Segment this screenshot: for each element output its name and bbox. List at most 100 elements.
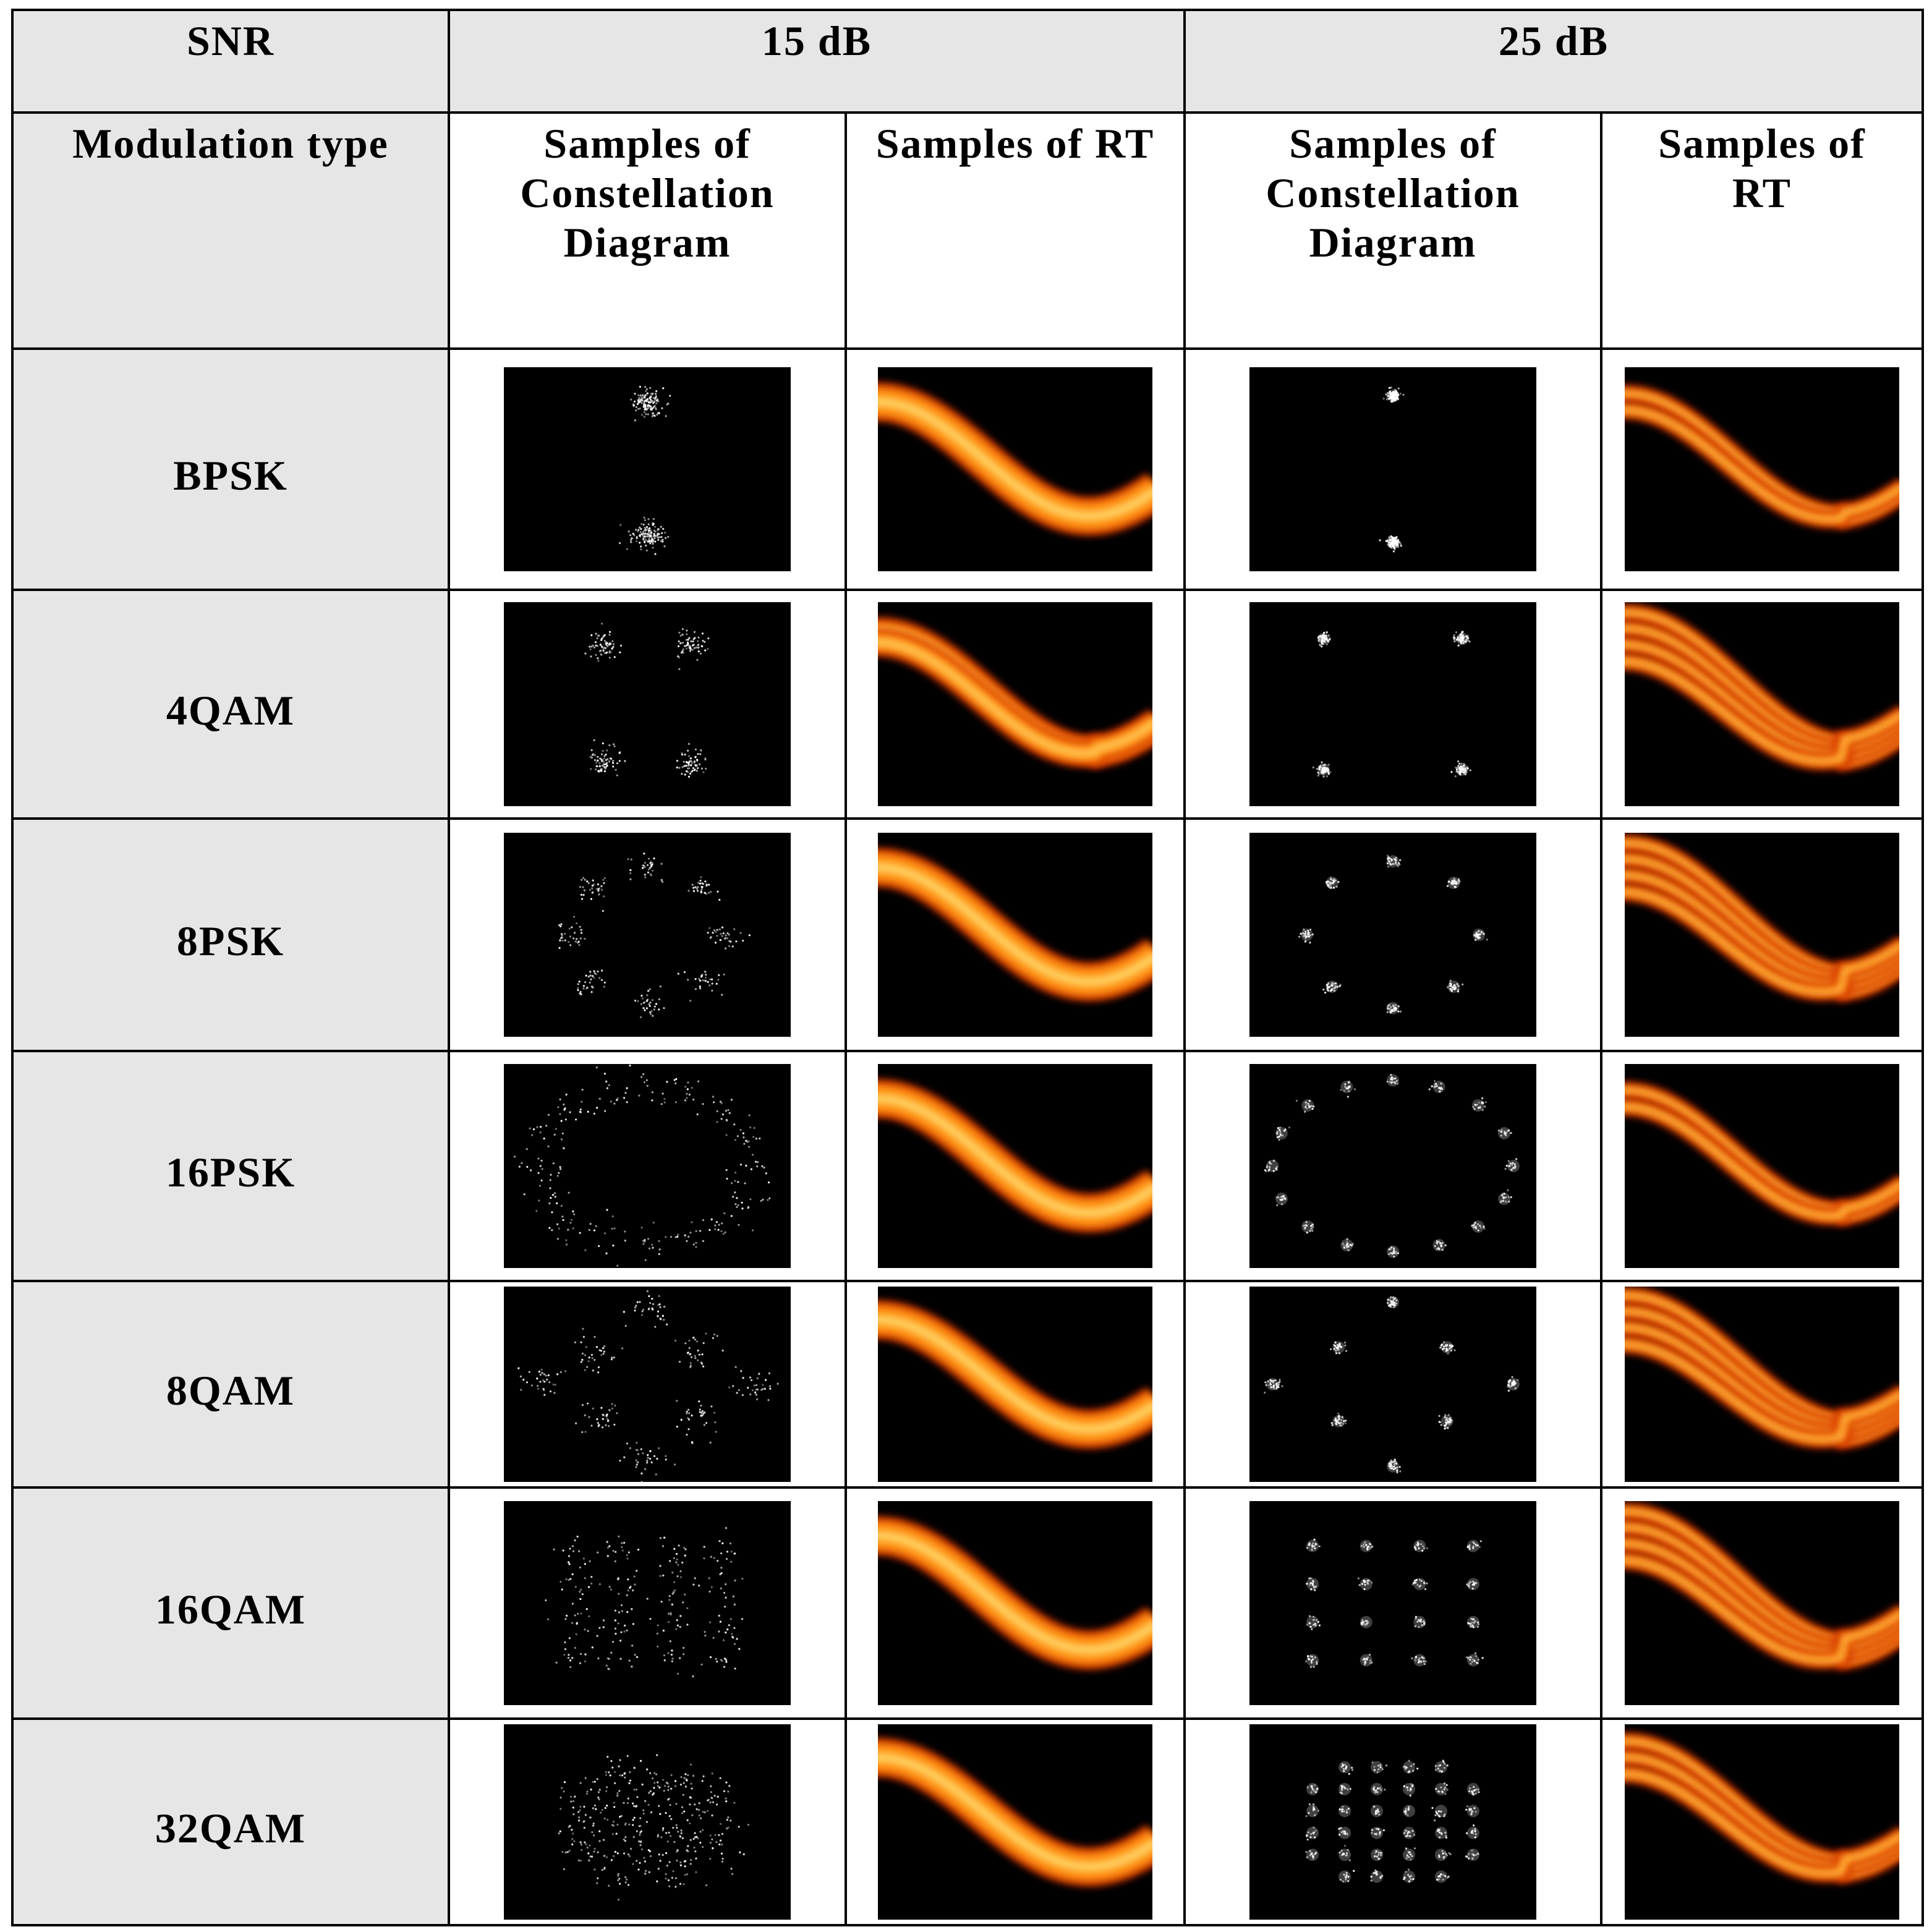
sample-point	[709, 1842, 712, 1844]
sample-point	[1307, 935, 1309, 937]
sample-point	[745, 1164, 747, 1167]
sample-point	[651, 1091, 653, 1094]
sample-point	[603, 1817, 606, 1820]
sample-point	[1381, 1875, 1384, 1877]
sample-point	[732, 1196, 734, 1198]
sample-point	[692, 1837, 695, 1841]
sample-point	[594, 1868, 596, 1871]
sample-point	[1455, 882, 1458, 885]
sample-point	[697, 752, 699, 755]
sample-point	[595, 653, 597, 656]
sample-point	[1413, 1546, 1416, 1549]
image-cell	[450, 1052, 845, 1280]
sample-point	[1440, 1083, 1442, 1085]
sample-point	[1313, 1808, 1316, 1811]
sample-point	[1313, 1105, 1315, 1108]
sample-point	[694, 1355, 696, 1357]
sample-point	[560, 1797, 562, 1799]
sample-point	[712, 1636, 715, 1639]
sample-point	[665, 1877, 667, 1880]
sample-point	[648, 1003, 650, 1005]
sample-point	[572, 916, 576, 918]
image-cell	[1602, 1720, 1921, 1924]
sample-point	[1343, 1770, 1345, 1772]
sample-point	[608, 1409, 611, 1411]
sample-point	[605, 1771, 607, 1773]
sample-point	[613, 745, 616, 747]
sample-point	[629, 1064, 631, 1067]
sample-point	[1389, 1081, 1391, 1083]
sample-point	[1453, 634, 1455, 637]
sample-point	[1421, 1656, 1423, 1659]
sample-point	[657, 1785, 659, 1787]
sample-point	[583, 889, 586, 892]
image-cell	[847, 1052, 1183, 1280]
sample-point	[654, 553, 657, 555]
sample-point	[1278, 1138, 1280, 1141]
sample-point	[647, 857, 650, 860]
rt-core	[878, 1752, 1152, 1873]
sample-point	[702, 883, 704, 885]
sample-point	[698, 1814, 700, 1816]
sample-point	[628, 1551, 631, 1554]
sample-point	[603, 981, 606, 984]
sample-point	[1280, 1196, 1283, 1198]
sample-point	[738, 1223, 740, 1226]
sample-point	[642, 1240, 645, 1242]
sample-point	[590, 898, 593, 900]
sample-point	[1319, 644, 1321, 646]
sample-point	[594, 1358, 596, 1361]
sample-point	[597, 1791, 600, 1794]
sample-point	[1310, 1588, 1313, 1591]
sample-point	[642, 536, 645, 538]
sample-point	[696, 759, 699, 762]
sample-point	[600, 653, 603, 656]
sample-point	[595, 1225, 597, 1227]
sample-point	[686, 1410, 688, 1413]
sample-point	[648, 1247, 651, 1250]
sample-point	[644, 403, 647, 406]
sample-point	[649, 867, 651, 869]
sample-point	[1272, 1170, 1275, 1172]
sample-point	[579, 1591, 581, 1593]
sample-point	[700, 876, 702, 879]
sample-point	[1304, 1106, 1307, 1109]
sample-point	[553, 1392, 556, 1394]
sample-point	[699, 1841, 702, 1844]
sample-point	[662, 1629, 665, 1632]
sample-point	[665, 1455, 667, 1457]
sample-point	[660, 879, 663, 881]
sample-point	[568, 1563, 571, 1565]
sample-point	[646, 994, 649, 997]
sample-point	[1449, 1417, 1452, 1419]
sample-point	[1367, 1621, 1369, 1624]
sample-point	[1438, 1831, 1440, 1834]
sample-point	[573, 932, 576, 934]
sample-point	[539, 1165, 542, 1167]
sample-point	[1424, 1660, 1427, 1663]
sample-point	[1365, 1544, 1368, 1546]
sample-point	[668, 1594, 671, 1598]
sample-point	[689, 1362, 692, 1364]
sample-point	[581, 1352, 584, 1355]
sample-point	[650, 1461, 653, 1463]
sample-point	[611, 647, 613, 650]
image-cell	[450, 1489, 845, 1717]
sample-point	[647, 532, 650, 534]
sample-point	[626, 1802, 629, 1805]
sample-point	[1329, 882, 1332, 885]
sample-point	[561, 1850, 564, 1853]
sample-point	[1449, 1419, 1452, 1421]
sample-point	[719, 1777, 721, 1779]
sample-point	[656, 1632, 658, 1635]
sample-point	[633, 1816, 636, 1819]
sample-point	[686, 770, 688, 772]
sample-point	[1513, 1167, 1516, 1169]
sample-point	[1326, 882, 1328, 885]
sample-point	[689, 1364, 692, 1367]
sample-point	[1460, 768, 1462, 771]
image-cell	[1602, 1052, 1921, 1280]
sample-point	[1395, 1462, 1398, 1465]
sample-point	[597, 1422, 599, 1424]
sample-point	[1508, 1385, 1510, 1387]
